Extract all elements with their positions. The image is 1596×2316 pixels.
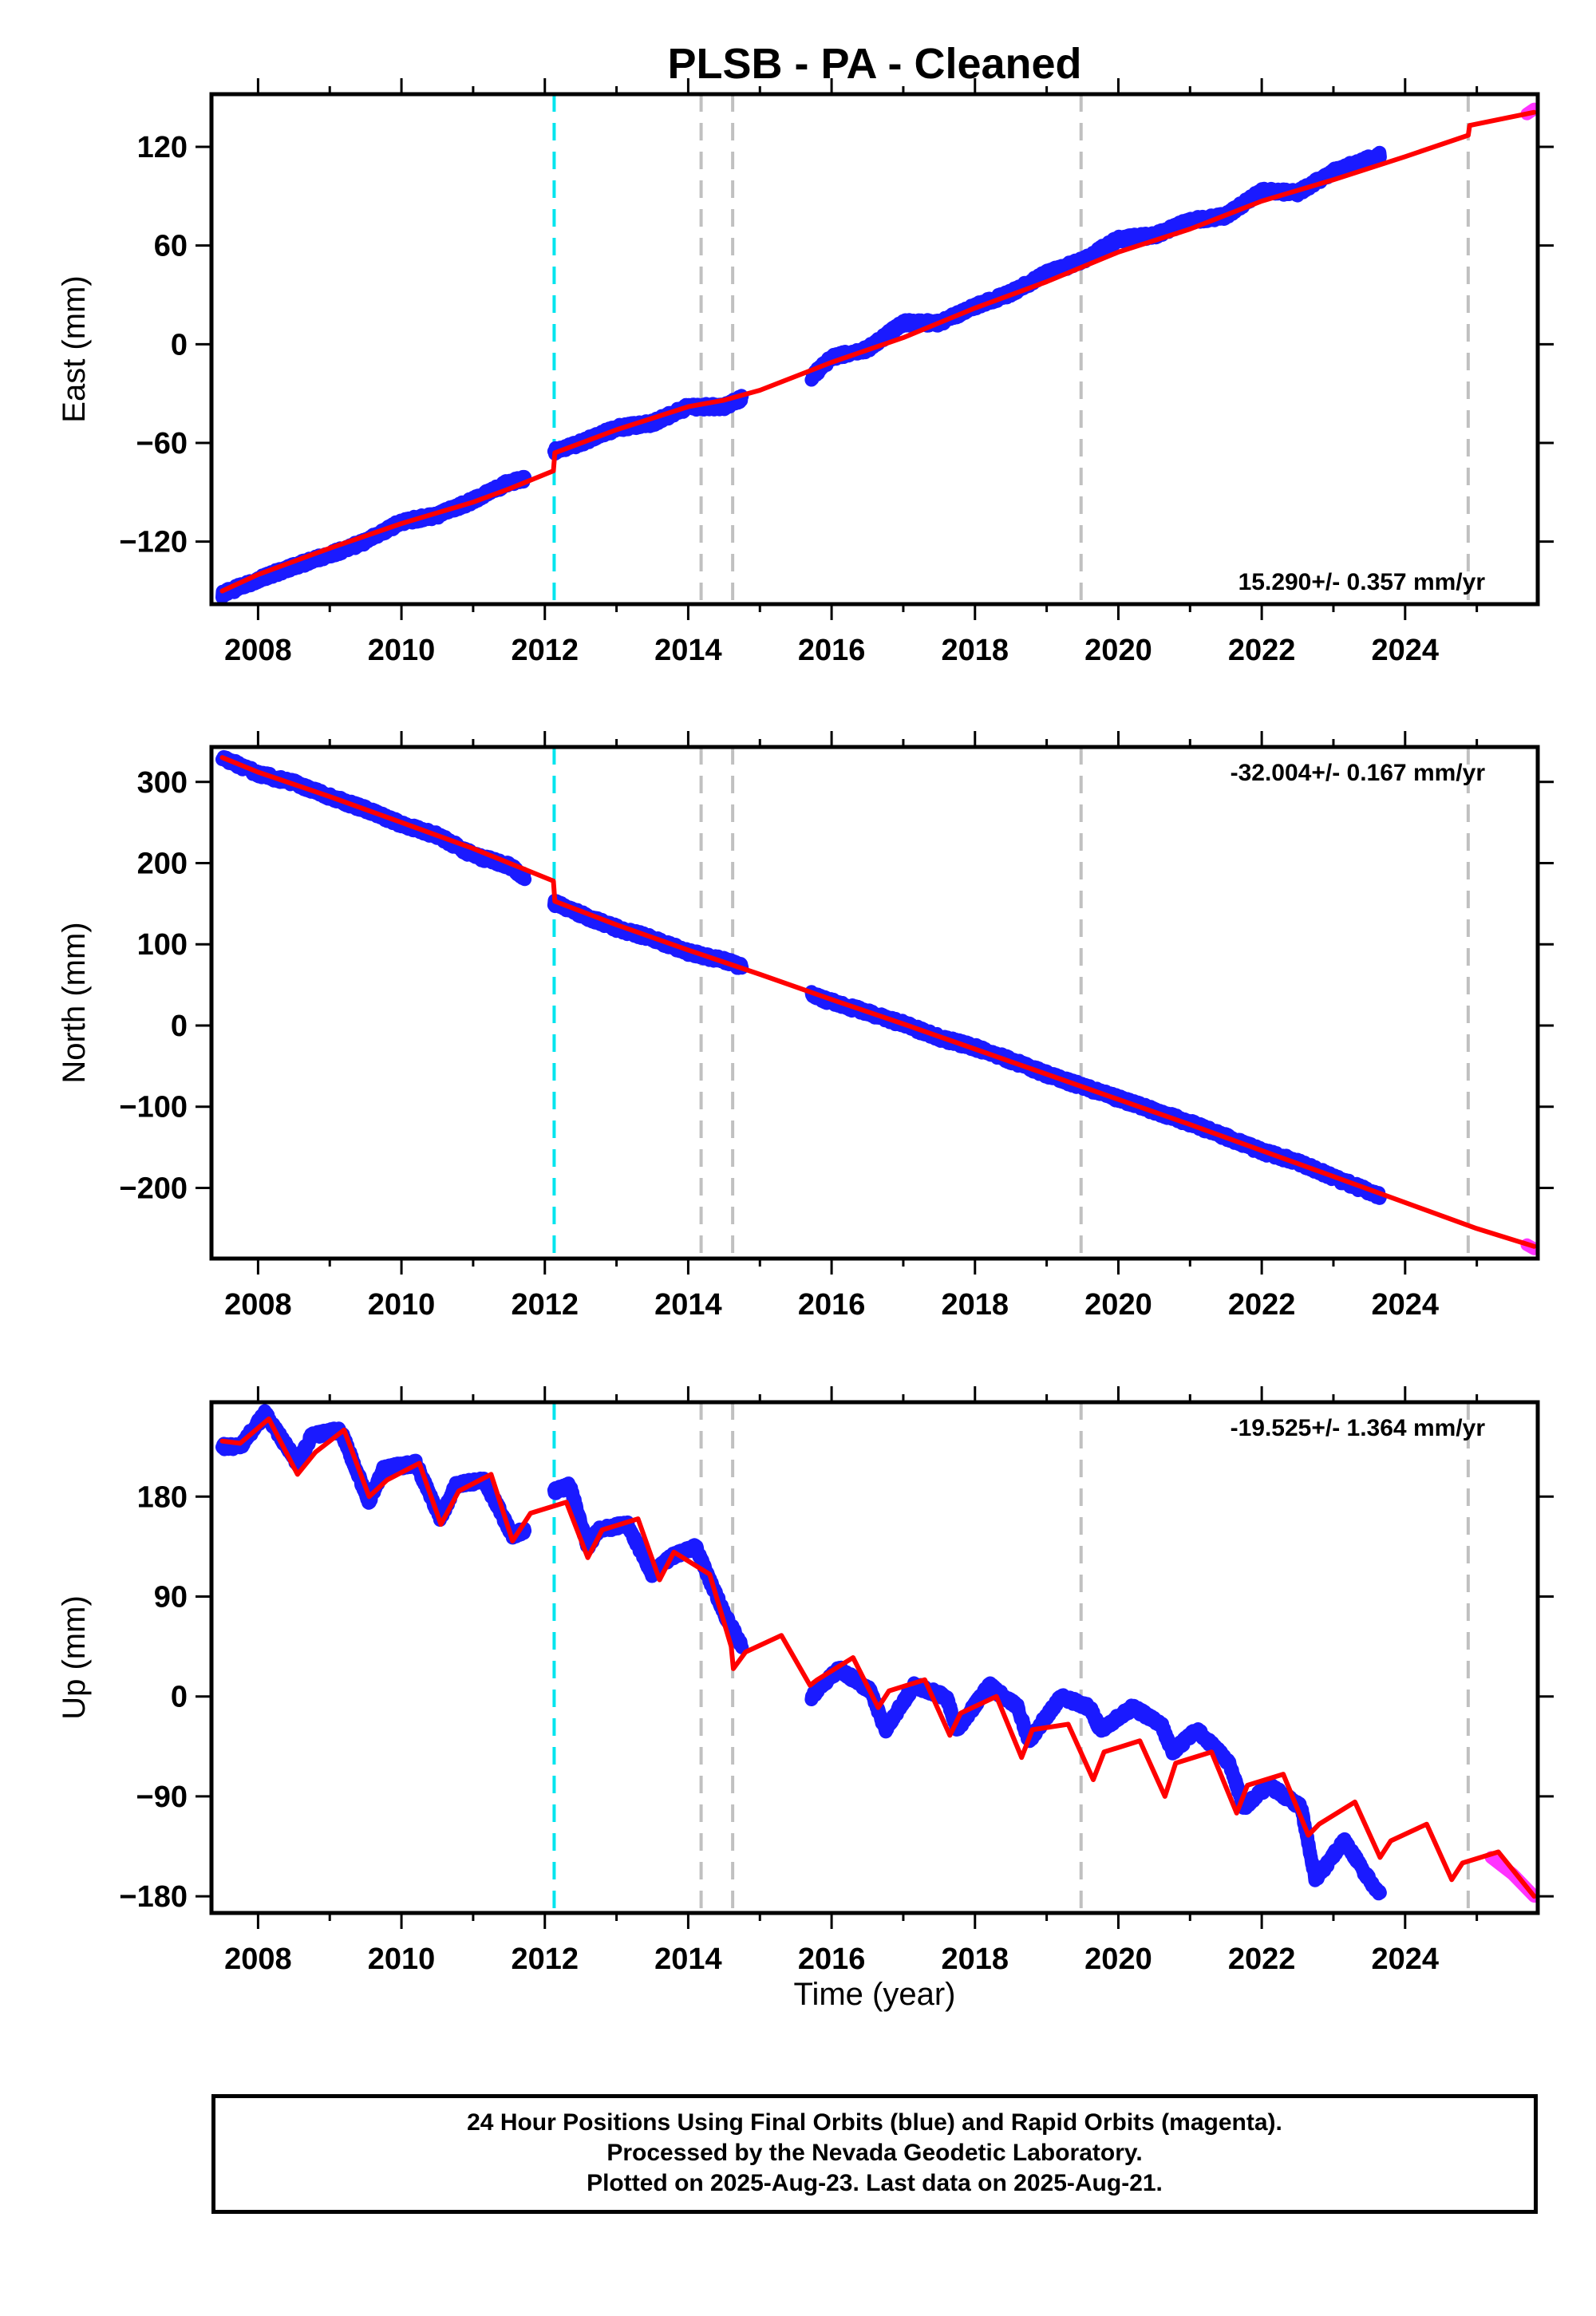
x-tick-label: 2014 bbox=[654, 634, 722, 667]
plot-frame bbox=[209, 1400, 1540, 1915]
panels: 2008 2010 2012 2014 2016 2018 2020 2022 2024 −120… bbox=[57, 78, 1554, 1976]
x-tick-label: 2008 bbox=[224, 1288, 292, 1322]
final-orbit-data bbox=[804, 145, 1387, 387]
x-tick-label: 2014 bbox=[654, 1288, 722, 1322]
plot-area bbox=[215, 94, 1538, 604]
y-tick-label: 0 bbox=[171, 1681, 188, 1714]
x-tick-label: 2014 bbox=[654, 1943, 722, 1976]
x-tick-label: 2010 bbox=[368, 1288, 436, 1322]
final-orbit-data bbox=[215, 1404, 532, 1545]
time-series-figure: PLSB - PA - Cleaned 2008 2010 2012 2014 2016… bbox=[57, 40, 1554, 2012]
panel-1: 2008 2010 2012 2014 2016 2018 2020 2022 2024 −120… bbox=[57, 78, 1554, 667]
x-tick-label: 2018 bbox=[941, 634, 1009, 667]
x-tick-label: 2010 bbox=[368, 1943, 436, 1976]
x-tick-label: 2018 bbox=[941, 1943, 1009, 1976]
final-orbit-data bbox=[215, 469, 532, 604]
y-tick-label: 120 bbox=[137, 131, 188, 164]
velocity-label: -19.525+/- 1.364 mm/yr bbox=[1231, 1415, 1486, 1441]
y-tick-label: 180 bbox=[137, 1480, 188, 1514]
x-tick-label: 2024 bbox=[1372, 634, 1440, 667]
x-tick-label: 2012 bbox=[511, 1943, 579, 1976]
model-line bbox=[219, 755, 1537, 1249]
y-tick-label: −90 bbox=[136, 1780, 188, 1814]
model-line bbox=[219, 109, 1537, 594]
x-tick-label: 2008 bbox=[224, 1943, 292, 1976]
panel-3: 2008 2010 2012 2014 2016 2018 2020 2022 2024 −180… bbox=[57, 1386, 1554, 1976]
model-line bbox=[219, 1416, 1537, 1899]
y-tick-label: 60 bbox=[154, 230, 188, 263]
y-axis-label: Up (mm) bbox=[57, 1595, 92, 1720]
plot-area bbox=[215, 747, 1538, 1259]
y-tick-label: 90 bbox=[154, 1580, 188, 1614]
x-tick-label: 2016 bbox=[798, 1943, 866, 1976]
x-tick-label: 2018 bbox=[941, 1288, 1009, 1322]
x-tick-label: 2022 bbox=[1228, 1943, 1296, 1976]
x-tick-label: 2016 bbox=[798, 634, 866, 667]
y-tick-label: 200 bbox=[137, 847, 188, 880]
x-axis-label: Time (year) bbox=[794, 1977, 956, 2012]
footer-box: 24 Hour Positions Using Final Orbits (bl… bbox=[211, 2094, 1538, 2214]
final-orbit-data bbox=[804, 1660, 1387, 1901]
velocity-label: 15.290+/- 0.357 mm/yr bbox=[1238, 569, 1486, 595]
y-axis-label: North (mm) bbox=[57, 922, 92, 1083]
y-tick-label: 0 bbox=[171, 1010, 188, 1043]
y-tick-label: −180 bbox=[119, 1880, 188, 1914]
x-tick-label: 2022 bbox=[1228, 1288, 1296, 1322]
x-tick-label: 2024 bbox=[1372, 1943, 1440, 1976]
final-orbit-data bbox=[547, 1476, 749, 1654]
y-axis-label: East (mm) bbox=[57, 275, 92, 422]
y-tick-label: −100 bbox=[119, 1091, 188, 1124]
footer-line-3: Plotted on 2025-Aug-23. Last data on 202… bbox=[587, 2170, 1163, 2196]
x-tick-label: 2016 bbox=[798, 1288, 866, 1322]
footer-line-1: 24 Hour Positions Using Final Orbits (bl… bbox=[467, 2109, 1282, 2136]
x-tick-label: 2012 bbox=[511, 1288, 579, 1322]
plot-area bbox=[215, 1402, 1538, 1913]
y-tick-label: −60 bbox=[136, 427, 188, 460]
x-tick-label: 2022 bbox=[1228, 634, 1296, 667]
x-tick-label: 2012 bbox=[511, 634, 579, 667]
y-tick-label: 300 bbox=[137, 766, 188, 800]
figure-title: PLSB - PA - Cleaned bbox=[667, 40, 1081, 88]
x-tick-label: 2020 bbox=[1084, 1288, 1152, 1322]
x-tick-label: 2010 bbox=[368, 634, 436, 667]
plot-frame bbox=[209, 745, 1540, 1261]
y-tick-label: −120 bbox=[119, 526, 188, 559]
x-tick-label: 2008 bbox=[224, 634, 292, 667]
x-tick-label: 2020 bbox=[1084, 1943, 1152, 1976]
y-tick-label: −200 bbox=[119, 1172, 188, 1205]
x-tick-label: 2020 bbox=[1084, 634, 1152, 667]
panel-2: 2008 2010 2012 2014 2016 2018 2020 2022 2024 −200… bbox=[57, 731, 1554, 1322]
x-tick-label: 2024 bbox=[1372, 1288, 1440, 1322]
plot-frame bbox=[209, 92, 1540, 607]
y-tick-label: 0 bbox=[171, 328, 188, 362]
footer-line-2: Processed by the Nevada Geodetic Laborat… bbox=[606, 2140, 1143, 2166]
velocity-label: -32.004+/- 0.167 mm/yr bbox=[1231, 760, 1486, 786]
y-tick-label: 100 bbox=[137, 928, 188, 962]
